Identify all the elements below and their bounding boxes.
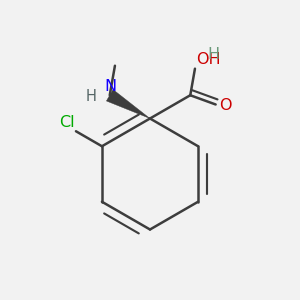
Text: H: H xyxy=(208,47,220,62)
Polygon shape xyxy=(106,89,150,118)
Text: H: H xyxy=(85,89,96,104)
Text: N: N xyxy=(105,79,117,94)
Text: Cl: Cl xyxy=(59,115,74,130)
Text: O: O xyxy=(219,98,232,113)
Text: OH: OH xyxy=(196,52,221,67)
